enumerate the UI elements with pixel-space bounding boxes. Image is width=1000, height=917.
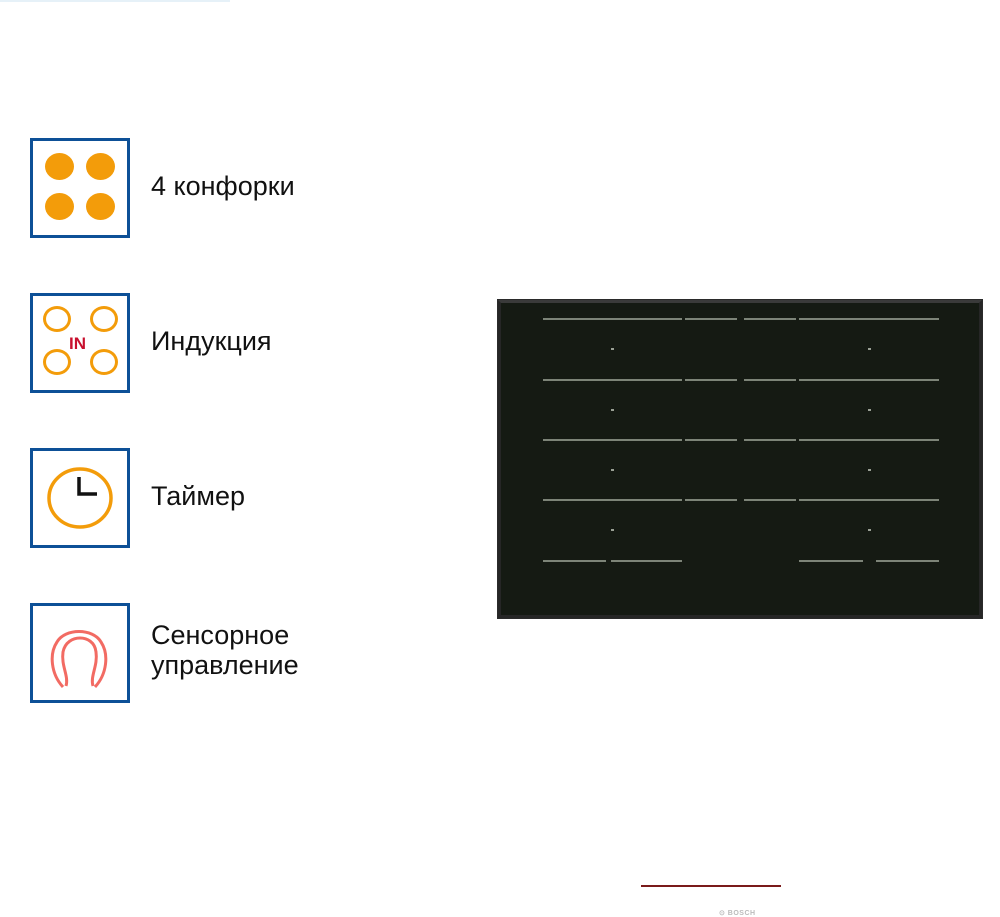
top-divider [0,0,230,2]
zone-line [799,499,939,501]
zone-marker [611,469,614,471]
zone-line [744,379,796,381]
brand-logo: ⊙ BOSCH [719,910,756,917]
zone-line [685,379,737,381]
feature-label: Таймер [151,481,245,511]
control-slider-bar [641,885,781,887]
zone-line [799,318,939,320]
touch-control-icon [30,603,130,703]
zone-line [685,318,737,320]
cooktop-image: ⊙ BOSCH [497,299,983,917]
zone-line [744,499,796,501]
feature-touch-control: Сенсорное управление [30,603,430,703]
induction-icon-text: IN [69,334,86,353]
zone-line [543,379,682,381]
feature-label: Сенсорное управление [151,620,299,680]
timer-icon [30,448,130,548]
zone-marker [611,409,614,411]
zone-line [611,560,682,562]
zone-line [543,318,682,320]
zone-line [685,499,737,501]
feature-induction: IN Индукция [30,293,430,393]
zone-line [799,560,863,562]
zone-line [799,439,939,441]
zone-line [744,318,796,320]
zone-line [543,499,682,501]
zone-line [543,439,682,441]
zone-marker [868,529,871,531]
zone-marker [611,529,614,531]
four-burners-icon [30,138,130,238]
zone-marker [868,348,871,350]
feature-label: 4 конфорки [151,171,295,201]
zone-line [799,379,939,381]
zone-line [744,439,796,441]
zone-line [685,439,737,441]
feature-four-burners: 4 конфорки [30,138,430,238]
feature-timer: Таймер [30,448,430,548]
zone-marker [611,348,614,350]
zone-marker [868,409,871,411]
zone-line [876,560,939,562]
feature-label: Индукция [151,326,272,356]
zone-marker [868,469,871,471]
induction-icon: IN [30,293,130,393]
zone-line [543,560,606,562]
